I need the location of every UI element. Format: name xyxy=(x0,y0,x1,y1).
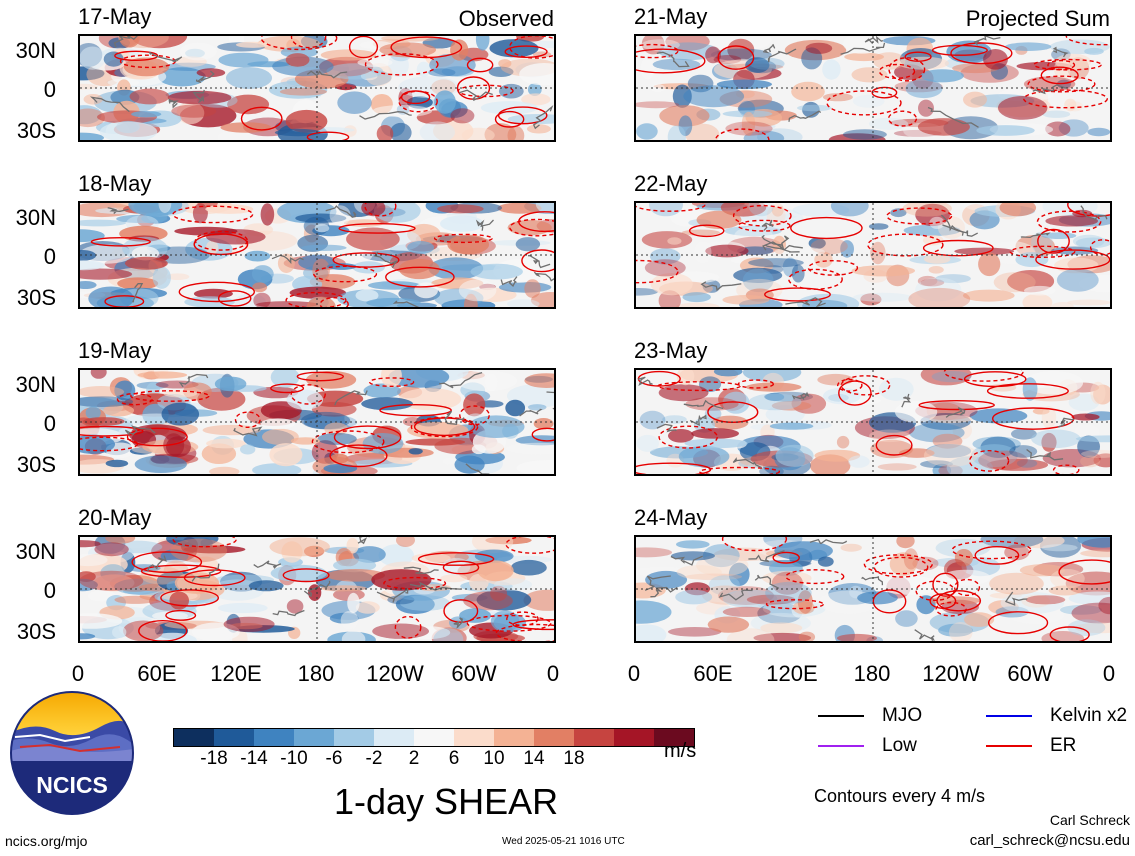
panel-date: 21-May xyxy=(634,4,708,29)
logo-text: NCICS xyxy=(36,772,108,798)
map-field xyxy=(636,370,1110,474)
lon-label: 0 xyxy=(1102,661,1116,686)
lat-label: 30N xyxy=(15,38,56,63)
legend-swatch xyxy=(986,745,1032,747)
panel-date: 22-May xyxy=(634,171,708,196)
lat-label: 30S xyxy=(16,285,56,310)
lon-label: 60W xyxy=(451,661,497,686)
colorbar-swatch xyxy=(374,729,414,746)
colorbar-tick: 14 xyxy=(523,748,545,769)
map-field xyxy=(80,537,554,641)
lat-label: 30S xyxy=(16,118,56,143)
contour-note: Contours every 4 m/s xyxy=(814,786,986,806)
panel-date: 19-May xyxy=(78,338,152,363)
shear-map xyxy=(634,201,1112,309)
colorbar-tick: -18 xyxy=(200,748,228,769)
colorbar-tick: -6 xyxy=(325,748,343,769)
legend-mjo: MJO xyxy=(818,705,922,727)
lat-label: 0 xyxy=(43,411,56,436)
shear-map xyxy=(634,368,1112,476)
colorbar-swatch xyxy=(174,729,214,746)
colorbar-tick: 6 xyxy=(448,748,460,769)
map-field xyxy=(80,370,554,474)
site-url: ncics.org/mjo xyxy=(5,833,88,849)
legend-swatch xyxy=(818,715,864,717)
lon-label: 120W xyxy=(366,661,424,686)
shear-map xyxy=(78,201,556,309)
legend-label: MJO xyxy=(882,705,923,726)
legend-label: ER xyxy=(1050,735,1077,756)
colorbar-tick: -2 xyxy=(365,748,383,769)
lon-label: 180 xyxy=(853,661,891,686)
units-label: m/s xyxy=(664,740,697,762)
legend-label: Kelvin x2 xyxy=(1050,705,1128,726)
shear-map xyxy=(78,535,556,643)
timestamp: Wed 2025-05-21 1016 UTC xyxy=(502,836,625,847)
lon-label: 120E xyxy=(766,661,818,686)
map-field xyxy=(636,203,1110,307)
map-field xyxy=(80,36,554,140)
lat-label: 30S xyxy=(16,452,56,477)
colorbar-swatch xyxy=(414,729,454,746)
colorbar-swatch xyxy=(334,729,374,746)
ncics-logo: NCICS xyxy=(10,691,134,815)
panel-date: 18-May xyxy=(78,171,152,196)
lat-label: 30N xyxy=(15,539,56,564)
panel-date: 23-May xyxy=(634,338,708,363)
colorbar-tick: 10 xyxy=(483,748,505,769)
lat-label: 0 xyxy=(43,578,56,603)
colorbar-swatch xyxy=(654,729,694,746)
colorbar-tick: 18 xyxy=(563,748,585,769)
panel-tag: Observed xyxy=(458,6,554,31)
lon-label: 60E xyxy=(137,661,177,686)
map-field xyxy=(80,203,554,307)
panel-date: 24-May xyxy=(634,505,708,530)
colorbar xyxy=(173,728,695,747)
legend-low: Low xyxy=(818,735,917,757)
legend-swatch xyxy=(818,745,864,747)
colorbar-swatch xyxy=(294,729,334,746)
colorbar-swatch xyxy=(614,729,654,746)
credit-email: carl_schreck@ncsu.edu xyxy=(969,832,1130,849)
colorbar-swatch xyxy=(494,729,534,746)
legend-label: Low xyxy=(882,735,917,756)
colorbar-swatch xyxy=(454,729,494,746)
legend-er: ER xyxy=(986,735,1076,757)
map-field xyxy=(636,537,1110,641)
lon-label: 180 xyxy=(297,661,335,686)
lat-label: 30N xyxy=(15,205,56,230)
panel-date: 20-May xyxy=(78,505,152,530)
lon-label: 0 xyxy=(71,661,85,686)
lon-label: 120W xyxy=(922,661,980,686)
colorbar-tick: -14 xyxy=(240,748,268,769)
lat-label: 0 xyxy=(43,77,56,102)
map-field xyxy=(636,36,1110,140)
colorbar-tick: 2 xyxy=(408,748,420,769)
colorbar-swatch xyxy=(534,729,574,746)
panel-tag: Projected Sum xyxy=(965,6,1110,31)
colorbar-swatch xyxy=(214,729,254,746)
lon-label: 0 xyxy=(627,661,641,686)
lat-label: 0 xyxy=(43,244,56,269)
panel-date: 17-May xyxy=(78,4,152,29)
figure-title: 1-day SHEAR xyxy=(334,781,559,822)
shear-map xyxy=(634,34,1112,142)
shear-map xyxy=(78,368,556,476)
colorbar-tick: -10 xyxy=(280,748,308,769)
lat-label: 30S xyxy=(16,619,56,644)
lon-label: 60W xyxy=(1007,661,1053,686)
lon-label: 0 xyxy=(546,661,560,686)
lat-label: 30N xyxy=(15,372,56,397)
lon-label: 60E xyxy=(693,661,733,686)
shear-map xyxy=(634,535,1112,643)
credit-name: Carl Schreck xyxy=(1049,812,1130,828)
colorbar-swatch xyxy=(574,729,614,746)
legend-kelvin: Kelvin x2 xyxy=(986,705,1127,727)
shear-map xyxy=(78,34,556,142)
lon-label: 120E xyxy=(210,661,262,686)
legend-swatch xyxy=(986,715,1032,717)
colorbar-swatch xyxy=(254,729,294,746)
